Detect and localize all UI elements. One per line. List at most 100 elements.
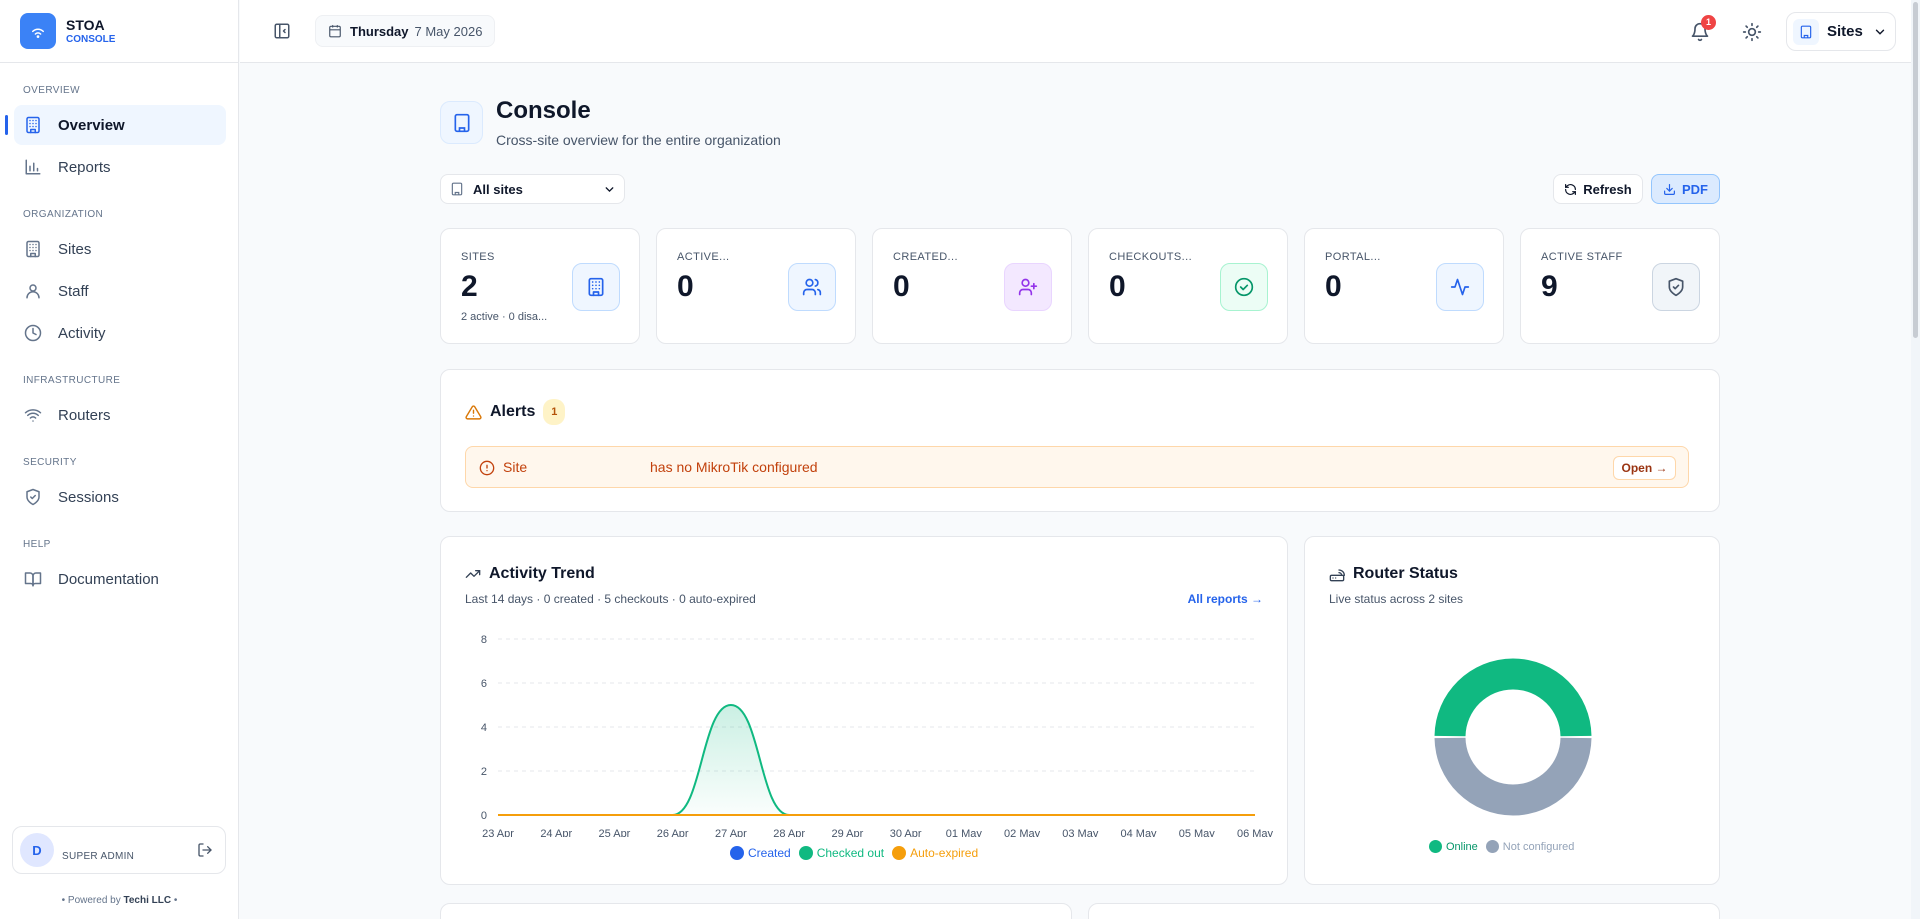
logout-icon[interactable] — [197, 842, 213, 858]
alerts-count-badge: 1 — [543, 399, 566, 425]
sites-switcher-button[interactable]: Sites — [1786, 12, 1896, 51]
date-value: 7 May 2026 — [414, 23, 483, 39]
legend-label: Not configured — [1502, 840, 1575, 853]
powered-company: Techi LLC — [123, 895, 172, 906]
activity-trend-legend: Created Checked out Auto-expired — [730, 846, 986, 860]
sidebar-item-reports[interactable]: Reports — [14, 147, 226, 187]
avatar[interactable]: D — [20, 833, 54, 867]
sidebar-toggle-icon[interactable] — [273, 22, 291, 40]
stat-card-sites[interactable]: SITES 2 2 active · 0 disa... — [440, 228, 640, 344]
stat-card-created[interactable]: CREATED... 0 — [872, 228, 1072, 344]
warning-triangle-icon — [465, 404, 482, 421]
date-display: Thursday 7 May 2026 — [315, 15, 496, 47]
x-tick-label: 27 Apr — [715, 828, 747, 837]
legend-item[interactable]: Not configured — [1485, 840, 1575, 853]
sidebar: STOA CONSOLE OVERVIEW Overview Reports O… — [0, 0, 239, 919]
sidebar-item-routers[interactable]: Routers — [14, 395, 226, 435]
clock-icon — [24, 324, 42, 342]
stat-label: ACTIVE STAFF — [1541, 251, 1623, 263]
page-scrollbar-thumb[interactable] — [1913, 2, 1918, 338]
user-role: SUPER ADMIN — [62, 850, 135, 862]
sidebar-item-label: Documentation — [58, 570, 159, 588]
user-card[interactable]: D SUPER ADMIN — [12, 826, 226, 874]
page-scrollbar[interactable] — [1911, 0, 1920, 919]
x-tick-label: 03 May — [1062, 828, 1099, 837]
legend-item[interactable]: Checked out — [798, 846, 884, 860]
legend-item[interactable]: Online — [1429, 840, 1478, 853]
all-reports-link[interactable]: All reports → — [1187, 592, 1263, 606]
alert-open-button[interactable]: Open → — [1613, 456, 1676, 480]
legend-swatch — [892, 846, 907, 860]
donut-slice-online[interactable] — [1434, 658, 1592, 737]
brand-subtitle: CONSOLE — [66, 33, 116, 45]
stat-value: 0 — [893, 270, 910, 303]
sidebar-item-activity[interactable]: Activity — [14, 313, 226, 353]
alerts-card: Alerts 1 Site has no MikroTik configured… — [440, 369, 1720, 512]
sidebar-item-label: Sites — [58, 240, 92, 258]
topbar: Thursday 7 May 2026 1 Sites — [240, 0, 1920, 63]
user-icon — [24, 282, 42, 300]
pdf-download-button[interactable]: PDF — [1651, 174, 1720, 204]
refresh-label: Refresh — [1583, 181, 1632, 197]
x-tick-label: 06 May — [1237, 828, 1274, 837]
legend-item[interactable]: Created — [730, 846, 791, 860]
building-icon — [24, 240, 42, 258]
stat-card-portal[interactable]: PORTAL... 0 — [1304, 228, 1504, 344]
alert-message: has no MikroTik configured — [650, 459, 818, 475]
activity-trend-card: Activity Trend Last 14 days · 0 created … — [440, 536, 1288, 885]
theme-toggle-sun-icon[interactable] — [1742, 22, 1762, 42]
legend-item[interactable]: Auto-expired — [892, 846, 978, 860]
nav-section-title: INFRASTRUCTURE — [23, 375, 121, 386]
refresh-button[interactable]: Refresh — [1553, 174, 1643, 204]
brand[interactable]: STOA CONSOLE — [0, 0, 238, 63]
alert-item: Site has no MikroTik configured Open → — [465, 446, 1689, 488]
powered-prefix: Powered by — [67, 895, 121, 906]
donut-slice-not-configured[interactable] — [1434, 737, 1592, 816]
sidebar-item-sites[interactable]: Sites — [14, 229, 226, 269]
x-tick-label: 04 May — [1120, 828, 1157, 837]
x-tick-label: 26 Apr — [657, 828, 689, 837]
sidebar-item-label: Staff — [58, 282, 89, 300]
sidebar-item-staff[interactable]: Staff — [14, 271, 226, 311]
site-filter-select[interactable]: All sites — [440, 174, 625, 204]
page-subtitle: Cross-site overview for the entire organ… — [496, 132, 781, 148]
legend-swatch — [798, 846, 813, 860]
sidebar-item-sessions[interactable]: Sessions — [14, 477, 226, 517]
book-icon — [24, 570, 42, 588]
chevron-down-icon — [603, 183, 616, 196]
sites-switcher-label: Sites — [1827, 23, 1863, 40]
chevron-down-icon — [1873, 25, 1887, 39]
wifi-icon — [24, 406, 42, 424]
y-tick-label: 4 — [481, 722, 487, 734]
activity-trend-subtitle: Last 14 days · 0 created · 5 checkouts ·… — [465, 592, 756, 606]
y-tick-label: 6 — [481, 678, 487, 690]
nav-section-title: ORGANIZATION — [23, 209, 104, 220]
stat-value: 0 — [1109, 270, 1126, 303]
stat-card-active-staff[interactable]: ACTIVE STAFF 9 — [1520, 228, 1720, 344]
legend-swatch — [1485, 840, 1499, 853]
stat-label: CREATED... — [893, 251, 958, 263]
site-filter-value: All sites — [473, 181, 523, 197]
bar-chart-icon — [24, 158, 42, 176]
bottom-right-card — [1088, 903, 1720, 919]
stat-subtext: 2 active · 0 disa... — [461, 311, 548, 323]
check-circle-icon — [1220, 263, 1268, 311]
shield-icon — [24, 488, 42, 506]
sidebar-nav: OVERVIEW Overview Reports ORGANIZATION S… — [0, 63, 238, 599]
sidebar-item-overview[interactable]: Overview — [5, 105, 226, 145]
router-status-legend: Online Not configured — [1429, 840, 1582, 853]
stat-card-checkouts[interactable]: CHECKOUTS... 0 — [1088, 228, 1288, 344]
notification-bell-icon[interactable] — [1690, 22, 1710, 42]
stat-card-active[interactable]: ACTIVE... 0 — [656, 228, 856, 344]
sidebar-item-label: Sessions — [58, 488, 119, 506]
alerts-title: Alerts — [490, 403, 536, 420]
sidebar-item-documentation[interactable]: Documentation — [14, 559, 226, 599]
legend-label: Auto-expired — [910, 846, 979, 860]
notification-count-badge: 1 — [1701, 15, 1716, 30]
legend-label: Online — [1446, 840, 1478, 853]
nav-section-title: HELP — [23, 539, 51, 550]
building-icon — [24, 116, 42, 134]
sidebar-item-label: Reports — [58, 158, 111, 176]
x-tick-label: 30 Apr — [890, 828, 922, 837]
x-tick-label: 01 May — [946, 828, 983, 837]
